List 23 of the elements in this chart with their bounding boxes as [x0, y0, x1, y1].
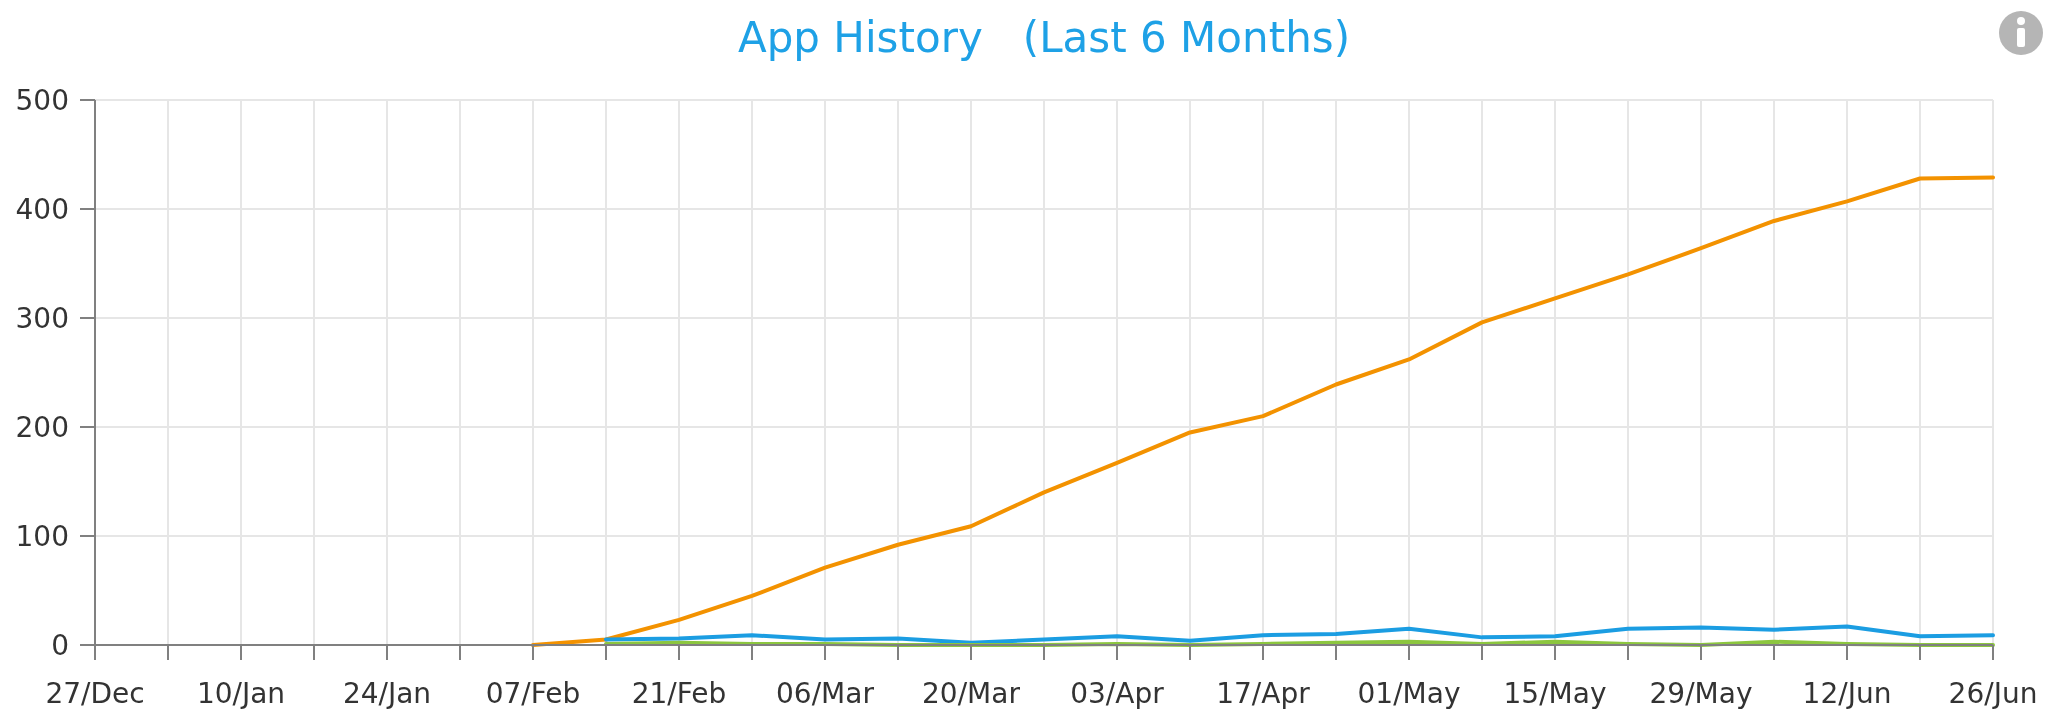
x-tick-label: 17/Apr: [1216, 677, 1311, 710]
y-tick-label: 0: [51, 629, 69, 663]
x-tick-label: 07/Feb: [485, 677, 581, 710]
x-tick-label: 29/May: [1649, 677, 1753, 710]
y-tick-label: 400: [15, 193, 69, 227]
line-series: [531, 175, 1995, 647]
line-series: [604, 624, 1995, 645]
x-tick-label: 03/Apr: [1070, 677, 1165, 710]
x-tick-label: 21/Feb: [631, 677, 727, 710]
x-tick-label: 27/Dec: [45, 677, 145, 710]
x-tick-label: 15/May: [1503, 677, 1607, 710]
x-tick-label: 24/Jan: [342, 677, 432, 710]
y-tick-label: 200: [15, 411, 69, 445]
y-tick-label: 300: [15, 302, 69, 336]
x-tick-label: 01/May: [1357, 677, 1461, 710]
y-tick-label: 100: [15, 520, 69, 554]
x-tick-label: 10/Jan: [196, 677, 286, 710]
x-tick-label: 26/Jun: [1948, 677, 2038, 710]
y-tick-label: 500: [15, 84, 69, 118]
x-tick-label: 20/Mar: [922, 677, 1021, 710]
x-tick-label: 06/Mar: [776, 677, 875, 710]
chart-title: App History (Last 6 Months): [737, 13, 1351, 62]
x-tick-label: 12/Jun: [1802, 677, 1892, 710]
